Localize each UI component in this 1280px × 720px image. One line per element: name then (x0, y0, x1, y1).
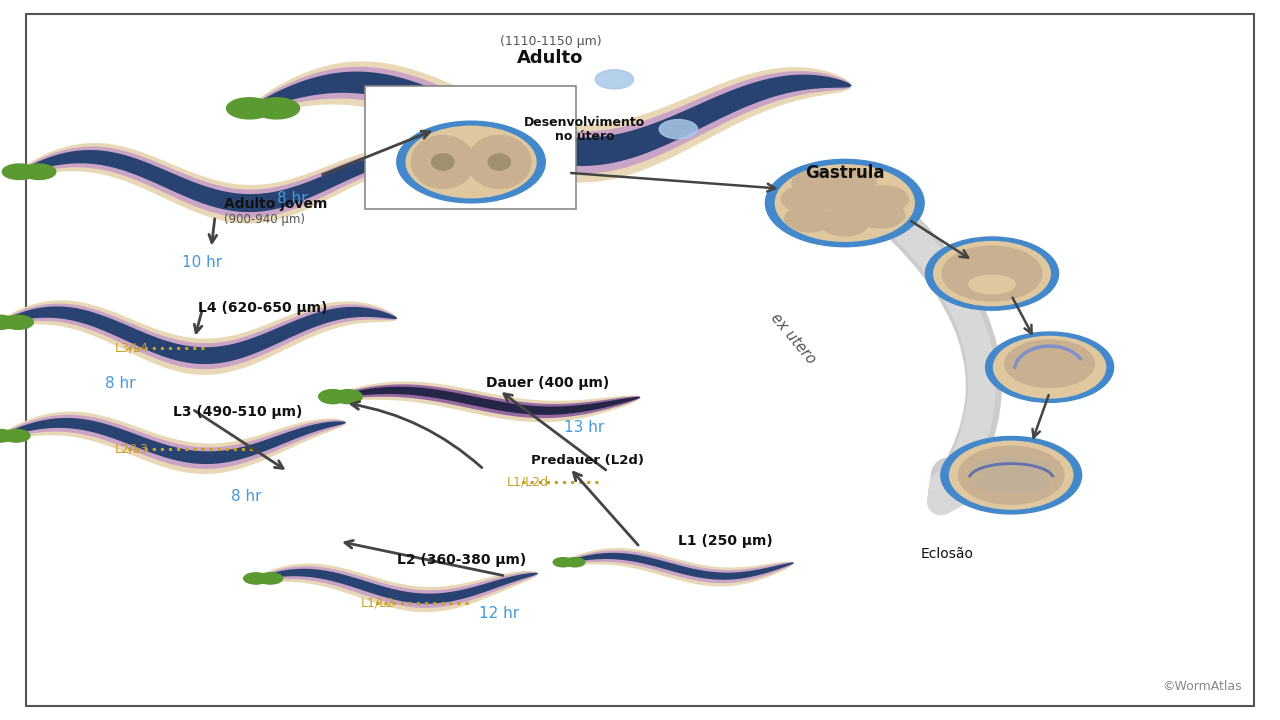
Ellipse shape (776, 165, 914, 241)
Text: no útero: no útero (556, 130, 614, 143)
Ellipse shape (406, 126, 536, 198)
Ellipse shape (595, 70, 634, 89)
Ellipse shape (319, 390, 347, 404)
Ellipse shape (431, 154, 454, 170)
Ellipse shape (259, 573, 283, 584)
Ellipse shape (950, 441, 1073, 509)
Ellipse shape (0, 315, 15, 329)
Text: Desenvolvimento: Desenvolvimento (525, 116, 645, 129)
Text: 13 hr: 13 hr (563, 420, 604, 435)
Ellipse shape (253, 98, 300, 119)
Ellipse shape (934, 242, 1050, 305)
Text: 8 hr: 8 hr (276, 192, 307, 206)
Ellipse shape (791, 170, 841, 197)
Ellipse shape (531, 95, 570, 114)
Ellipse shape (3, 315, 33, 329)
Text: 10 hr: 10 hr (182, 256, 223, 270)
Ellipse shape (467, 137, 506, 156)
Ellipse shape (488, 154, 511, 170)
Text: L1/L2d: L1/L2d (507, 476, 549, 489)
Ellipse shape (859, 186, 909, 212)
Text: L3 (490-510 μm): L3 (490-510 μm) (173, 405, 302, 419)
Ellipse shape (993, 336, 1106, 398)
Text: Dauer (400 μm): Dauer (400 μm) (486, 376, 609, 390)
Ellipse shape (973, 458, 1050, 477)
Ellipse shape (820, 209, 869, 236)
Ellipse shape (941, 436, 1082, 514)
Ellipse shape (227, 98, 273, 119)
Ellipse shape (827, 168, 877, 195)
Text: Gastrula: Gastrula (805, 163, 884, 181)
Text: L2/L3: L2/L3 (115, 443, 150, 456)
Ellipse shape (659, 120, 698, 139)
Ellipse shape (0, 429, 14, 442)
FancyBboxPatch shape (365, 86, 576, 209)
Ellipse shape (781, 186, 831, 212)
Ellipse shape (243, 573, 269, 584)
Ellipse shape (820, 186, 869, 212)
Ellipse shape (1005, 340, 1094, 387)
Text: L1 (250 μm): L1 (250 μm) (678, 534, 773, 549)
Text: 8 hr: 8 hr (105, 376, 136, 390)
Ellipse shape (467, 135, 531, 189)
Text: L4 (620-650 μm): L4 (620-650 μm) (198, 301, 328, 315)
Ellipse shape (765, 159, 924, 247)
Text: Predauer (L2d): Predauer (L2d) (531, 454, 644, 467)
Ellipse shape (564, 558, 585, 567)
Ellipse shape (403, 97, 442, 117)
Ellipse shape (3, 164, 36, 179)
Ellipse shape (942, 246, 1042, 301)
Text: L1/L2: L1/L2 (361, 597, 396, 610)
Ellipse shape (986, 332, 1114, 402)
Ellipse shape (22, 164, 56, 179)
Text: (900-940 μm): (900-940 μm) (224, 213, 305, 226)
Text: ex utero: ex utero (768, 310, 819, 366)
Ellipse shape (973, 473, 1050, 492)
Ellipse shape (959, 446, 1064, 504)
Ellipse shape (553, 558, 573, 567)
Ellipse shape (969, 276, 1015, 294)
Ellipse shape (856, 202, 905, 228)
Text: Eclosão: Eclosão (920, 547, 974, 562)
Ellipse shape (334, 390, 362, 404)
Text: 8 hr: 8 hr (230, 490, 261, 504)
Ellipse shape (397, 121, 545, 203)
Ellipse shape (785, 205, 833, 233)
Text: L2 (360-380 μm): L2 (360-380 μm) (397, 553, 526, 567)
Text: ©WormAtlas: ©WormAtlas (1162, 680, 1242, 693)
Text: (1110-1150 μm): (1110-1150 μm) (499, 35, 602, 48)
Ellipse shape (925, 237, 1059, 310)
Text: L3/L4: L3/L4 (115, 342, 150, 355)
Text: 12 hr: 12 hr (479, 606, 520, 621)
Text: Adulto jovem: Adulto jovem (224, 197, 328, 211)
Text: Adulto: Adulto (517, 49, 584, 67)
Ellipse shape (3, 429, 29, 442)
Ellipse shape (411, 135, 475, 189)
